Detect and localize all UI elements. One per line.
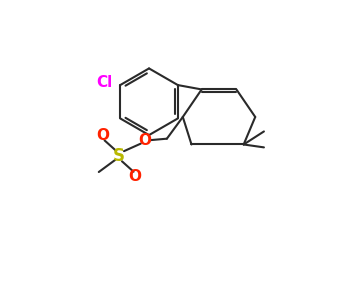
Text: O: O [138,133,152,148]
Text: Cl: Cl [97,75,113,90]
Text: O: O [96,128,110,143]
Text: O: O [129,169,141,185]
Text: S: S [113,147,125,165]
